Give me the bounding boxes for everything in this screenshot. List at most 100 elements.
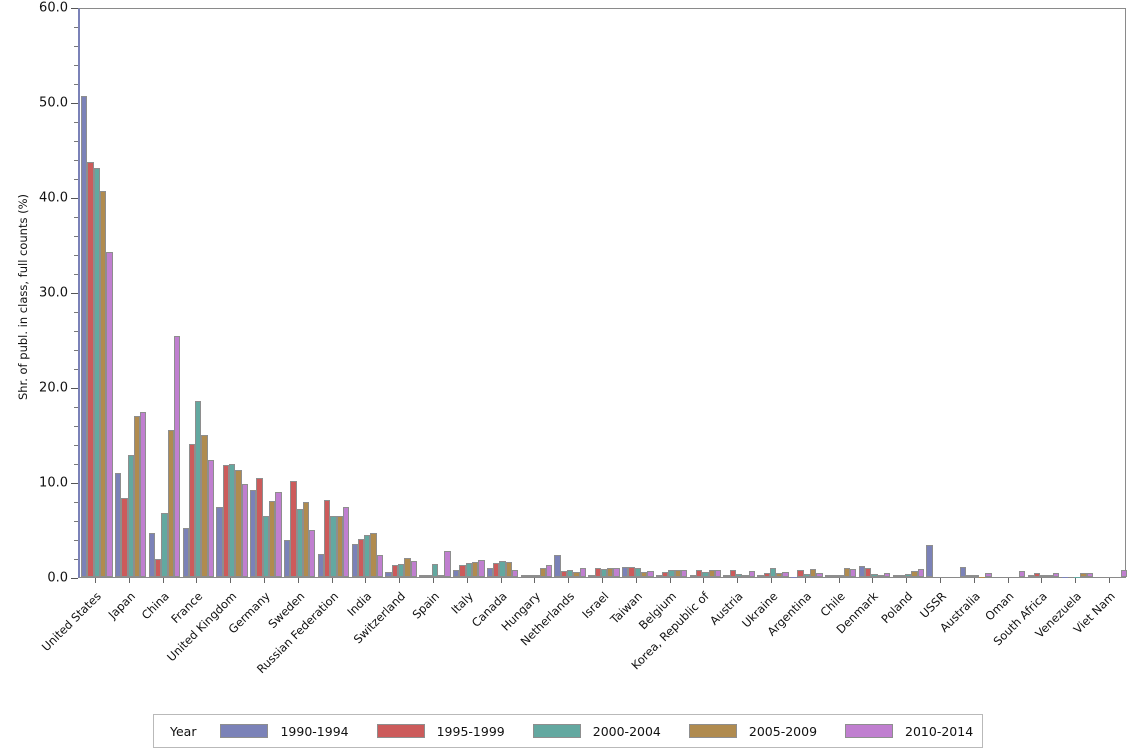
bar <box>309 529 316 577</box>
bar <box>647 571 654 577</box>
x-axis-tick-label: USSR <box>917 589 950 621</box>
bar <box>926 544 933 577</box>
bar <box>662 572 669 577</box>
bar <box>520 575 527 577</box>
bar <box>1046 575 1053 577</box>
y-axis-minor-tick <box>74 540 78 541</box>
bar-group <box>216 9 248 577</box>
x-axis-tick <box>1109 578 1111 583</box>
bar <box>883 573 891 577</box>
x-axis-tick <box>534 578 536 583</box>
bar <box>960 566 967 577</box>
bar <box>241 483 248 577</box>
bar <box>336 516 343 577</box>
y-axis-major-tick <box>71 483 78 484</box>
bar <box>269 501 276 577</box>
x-axis-tick-label: Germany <box>225 589 273 637</box>
x-axis-tick <box>1075 578 1077 583</box>
bar-group <box>114 9 147 577</box>
x-axis-tick-label: Netherlands <box>517 589 578 649</box>
bar <box>634 568 641 577</box>
bar <box>290 481 297 577</box>
legend-label: 1995-1999 <box>436 723 505 739</box>
x-axis-tick-label: France <box>168 589 206 626</box>
bar-group <box>453 9 485 577</box>
bar <box>324 500 331 577</box>
legend-entry[interactable]: 2010-2014 <box>845 724 987 739</box>
x-axis-tick-label: South Africa <box>990 589 1051 649</box>
bar-group <box>892 9 925 577</box>
bar-group <box>148 9 181 577</box>
bar <box>302 501 310 577</box>
bar <box>905 574 912 577</box>
bar <box>167 429 174 577</box>
bar <box>1052 573 1060 577</box>
bar <box>1034 573 1041 577</box>
x-axis-tick-label: Hungary <box>498 589 544 634</box>
bar <box>757 575 764 577</box>
x-axis-tick <box>162 578 164 583</box>
legend-entry[interactable]: 1995-1999 <box>376 723 519 739</box>
x-axis-tick <box>838 578 840 583</box>
bar <box>776 573 783 577</box>
bar <box>250 489 257 577</box>
bar <box>106 252 113 577</box>
bar <box>668 570 675 577</box>
legend-entry[interactable]: 2005-2009 <box>688 723 831 739</box>
bar <box>803 574 810 577</box>
bar <box>985 573 992 577</box>
legend-label: 1990-1994 <box>280 723 349 739</box>
legend-entry[interactable]: 1990-1994 <box>220 724 362 739</box>
legend-label: 2005-2009 <box>748 723 818 739</box>
bar <box>809 569 817 577</box>
bar <box>966 575 973 577</box>
bar <box>554 555 561 577</box>
bar <box>444 551 451 577</box>
bar <box>892 575 899 577</box>
x-axis-tick <box>196 578 198 583</box>
x-axis-tick <box>263 578 265 583</box>
x-axis-tick <box>568 578 570 583</box>
x-axis-tick-label: Canada <box>468 589 510 630</box>
bar-group <box>1027 9 1060 577</box>
bar <box>1040 575 1047 577</box>
bar <box>148 533 156 577</box>
bar-group <box>926 9 958 577</box>
x-axis-tick <box>906 578 908 583</box>
bar <box>655 575 663 577</box>
bar <box>161 513 168 577</box>
x-axis-tick-label: Taiwan <box>607 589 645 627</box>
bar <box>486 567 494 577</box>
bar <box>607 567 614 577</box>
bar <box>843 568 851 577</box>
bar <box>419 575 426 577</box>
bar <box>478 559 485 577</box>
y-axis-tick-label: 60.0 <box>39 0 68 16</box>
y-axis-minor-tick <box>74 502 78 503</box>
y-axis-tick-label: 40.0 <box>39 190 68 206</box>
bar <box>425 575 432 577</box>
bar <box>235 469 242 577</box>
legend-color-swatch <box>845 724 894 738</box>
bar <box>708 570 715 577</box>
x-axis-tick <box>771 578 773 583</box>
bar <box>127 455 134 577</box>
bar-group <box>689 9 722 577</box>
legend-title: Year <box>170 723 197 739</box>
bar <box>398 563 405 577</box>
y-axis-minor-tick <box>74 312 78 313</box>
bar <box>871 574 878 577</box>
bar <box>228 463 236 577</box>
bar <box>499 560 506 577</box>
y-axis-major-tick <box>71 8 78 9</box>
x-axis-tick <box>602 578 603 583</box>
legend-entries: 1990-1994 1995-1999 2000-2004 2005-2009 2010… <box>206 724 987 739</box>
legend-entry[interactable]: 2000-2004 <box>532 724 675 739</box>
x-axis-tick <box>94 578 96 583</box>
bar <box>850 569 857 577</box>
x-axis-tick <box>297 578 299 583</box>
x-axis-tick-label: Argentina <box>764 589 814 639</box>
bar-group <box>81 9 113 577</box>
bar <box>438 575 445 577</box>
bar <box>465 562 472 577</box>
